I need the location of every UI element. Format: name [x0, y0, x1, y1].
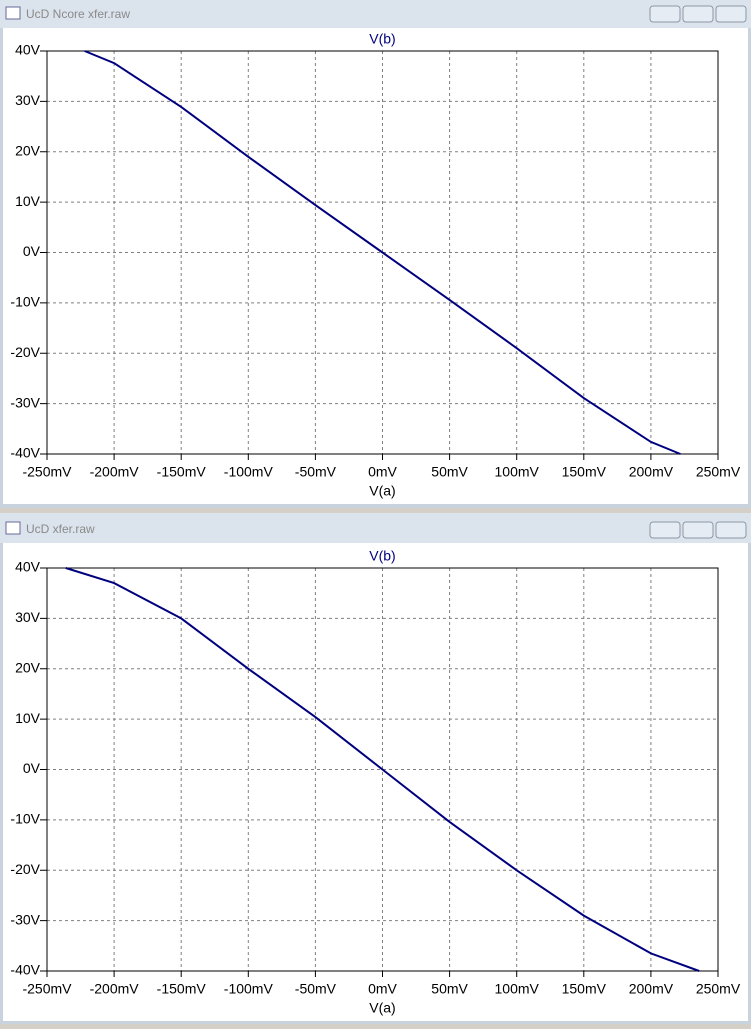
- y-tick-label: 10V: [15, 710, 41, 726]
- x-tick-label: 100mV: [495, 464, 540, 480]
- y-tick-label: 20V: [15, 142, 41, 158]
- trace: [84, 50, 681, 455]
- x-tick-label: -250mV: [22, 981, 72, 997]
- title-bar: [0, 0, 751, 28]
- x-axis-label: V(a): [369, 483, 395, 499]
- x-tick-label: 200mV: [629, 981, 674, 997]
- x-tick-label: 50mV: [431, 464, 468, 480]
- maximize-button[interactable]: [682, 5, 714, 23]
- y-tick-label: -30V: [10, 911, 40, 927]
- app-icon: [5, 6, 21, 20]
- x-tick-label: 0mV: [368, 981, 397, 997]
- y-tick-label: 0V: [23, 243, 41, 259]
- window-title: UcD Ncore xfer.raw: [26, 7, 130, 21]
- trace-label: V(b): [369, 548, 395, 564]
- window: UcD Ncore xfer.raw: [0, 0, 751, 508]
- y-tick-label: 40V: [15, 559, 41, 575]
- x-tick-label: 150mV: [562, 464, 607, 480]
- trace-label: V(b): [369, 31, 395, 47]
- x-tick-label: 0mV: [368, 464, 397, 480]
- y-tick-label: -40V: [10, 962, 40, 978]
- y-tick-label: 40V: [15, 42, 41, 58]
- window-title: UcD xfer.raw: [26, 522, 95, 536]
- y-tick-label: 0V: [23, 760, 41, 776]
- x-tick-label: 150mV: [562, 981, 607, 997]
- plot-border: [46, 50, 719, 455]
- x-tick-label: -100mV: [224, 981, 274, 997]
- close-button[interactable]: [715, 5, 747, 23]
- x-tick-label: 50mV: [431, 981, 468, 997]
- y-tick-label: -40V: [10, 445, 40, 461]
- x-tick-label: -50mV: [295, 981, 337, 997]
- y-tick-label: -10V: [10, 294, 40, 310]
- x-tick-label: -150mV: [157, 464, 207, 480]
- y-tick-label: -10V: [10, 811, 40, 827]
- x-tick-label: -200mV: [90, 981, 140, 997]
- y-tick-label: 20V: [15, 659, 41, 675]
- minimize-button[interactable]: [649, 521, 681, 539]
- app-icon: [5, 521, 21, 535]
- x-tick-label: 250mV: [696, 981, 741, 997]
- y-tick-label: -20V: [10, 344, 40, 360]
- x-tick-label: 200mV: [629, 464, 674, 480]
- x-tick-label: -100mV: [224, 464, 274, 480]
- x-tick-label: -50mV: [295, 464, 337, 480]
- x-tick-label: 250mV: [696, 464, 741, 480]
- trace: [65, 567, 700, 972]
- x-tick-label: 100mV: [495, 981, 540, 997]
- y-tick-label: -20V: [10, 861, 40, 877]
- window-client: [3, 543, 748, 1021]
- x-tick-label: -200mV: [90, 464, 140, 480]
- y-tick-label: 10V: [15, 193, 41, 209]
- y-tick-label: -30V: [10, 394, 40, 410]
- minimize-button[interactable]: [649, 5, 681, 23]
- y-tick-label: 30V: [15, 92, 41, 108]
- close-button[interactable]: [715, 521, 747, 539]
- x-axis-label: V(a): [369, 1000, 395, 1016]
- x-tick-label: -150mV: [157, 981, 207, 997]
- plot-border: [46, 567, 719, 972]
- y-tick-label: 30V: [15, 609, 41, 625]
- maximize-button[interactable]: [682, 521, 714, 539]
- x-tick-label: -250mV: [22, 464, 72, 480]
- title-bar: [0, 513, 751, 543]
